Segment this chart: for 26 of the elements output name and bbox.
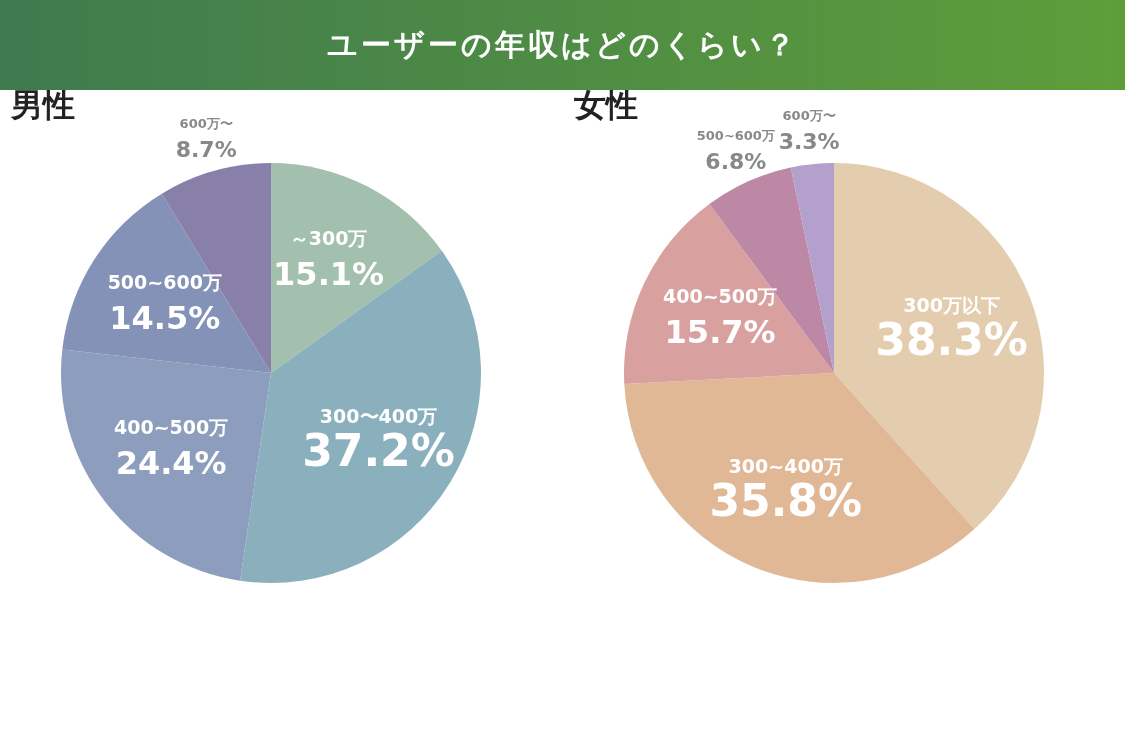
data-label: 15.7%: [664, 313, 776, 352]
data-label: 8.7%: [175, 136, 237, 162]
data-label: 15.1%: [273, 254, 385, 293]
pie-slice: [624, 203, 834, 384]
slice-label: 600万〜: [179, 115, 233, 131]
chart-subtitle: 男性: [10, 86, 76, 124]
slice-label: 400~500万: [662, 285, 777, 308]
slice-label: 500~600万: [696, 128, 775, 143]
slice-label: 400~500万: [114, 415, 229, 438]
slice-label: 300~400万: [728, 455, 843, 478]
data-label: 6.8%: [705, 149, 767, 174]
slice-label: 300〜400万: [320, 404, 438, 427]
chart-subtitle: 女性: [572, 86, 638, 124]
data-label: 14.5%: [109, 299, 221, 338]
slice-label: ～300万: [290, 226, 368, 249]
text: ユーザーの年収はどのくらい？: [327, 26, 798, 62]
slice-label: 500~600万: [107, 271, 223, 294]
data-label: 24.4%: [115, 443, 227, 482]
slice-label: 300万以下: [903, 293, 1000, 316]
pie-slice: [790, 163, 834, 373]
pie-slice: [240, 250, 482, 583]
slice-label: 600万〜: [782, 108, 836, 124]
pie-slice: [624, 373, 975, 583]
pie-slice: [271, 163, 443, 373]
data-label: 35.8%: [709, 475, 862, 527]
data-label: 3.3%: [778, 129, 840, 155]
